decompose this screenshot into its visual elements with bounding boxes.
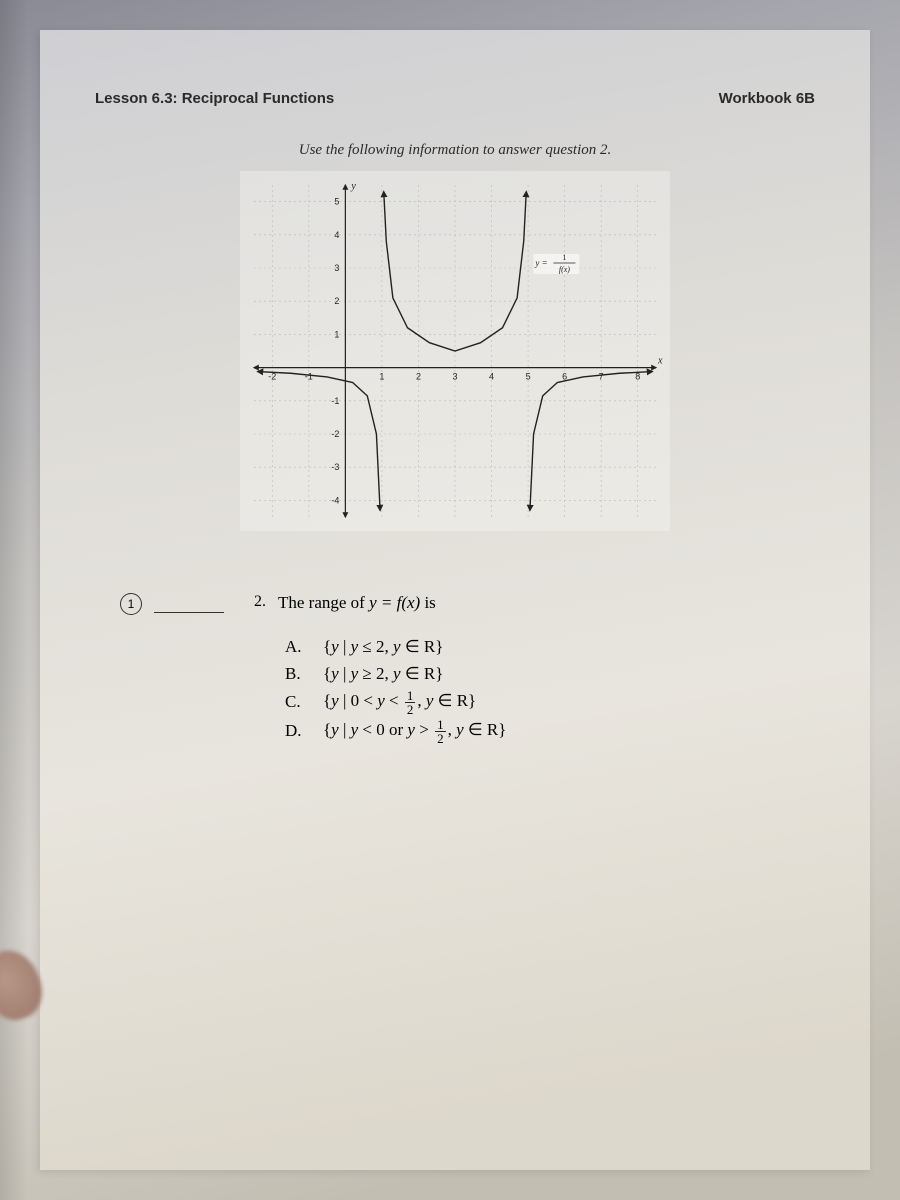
svg-text:2: 2 [416, 372, 421, 382]
choice-label: B. [285, 660, 307, 687]
choice-d: D. {y | y < 0 or y > 12, y ∈ R} [285, 716, 815, 745]
difficulty-number: 1 [128, 597, 135, 611]
svg-text:1: 1 [334, 329, 339, 339]
svg-text:5: 5 [334, 197, 339, 207]
instruction-text: Use the following information to answer … [240, 142, 670, 159]
svg-text:1: 1 [562, 253, 566, 262]
choice-text: {y | y ≤ 2, y ∈ R} [323, 633, 443, 660]
workbook-label: Workbook 6B [719, 90, 815, 107]
page-header: Lesson 6.3: Reciprocal Functions Workboo… [95, 90, 815, 107]
stem-suffix: is [420, 593, 436, 612]
svg-text:-1: -1 [305, 372, 313, 382]
choice-a: A. {y | y ≤ 2, y ∈ R} [285, 633, 815, 660]
svg-text:y =: y = [534, 258, 547, 268]
svg-text:2: 2 [334, 296, 339, 306]
svg-text:f(x): f(x) [559, 265, 570, 274]
svg-text:4: 4 [489, 372, 494, 382]
svg-text:y: y [350, 181, 356, 192]
choice-c: C. {y | 0 < y < 12, y ∈ R} [285, 687, 815, 716]
lesson-title: Lesson 6.3: Reciprocal Functions [95, 90, 334, 107]
choice-text: {y | y < 0 or y > 12, y ∈ R} [323, 716, 506, 745]
svg-text:4: 4 [334, 230, 339, 240]
choice-label: C. [285, 688, 307, 715]
answer-choices: A. {y | y ≤ 2, y ∈ R} B. {y | y ≥ 2, y ∈… [285, 633, 815, 745]
svg-text:3: 3 [334, 263, 339, 273]
graph-container: -2-112345678-4-3-2-112345xyy =1f(x) [240, 171, 670, 531]
svg-text:-1: -1 [331, 396, 339, 406]
svg-text:-2: -2 [331, 429, 339, 439]
difficulty-circle: 1 [120, 593, 142, 615]
answer-blank-line [154, 595, 224, 613]
question-number: 2. [254, 593, 266, 611]
choice-text: {y | y ≥ 2, y ∈ R} [323, 660, 443, 687]
choice-label: A. [285, 633, 307, 660]
workbook-page: Lesson 6.3: Reciprocal Functions Workboo… [40, 30, 870, 1170]
stem-prefix: The range of [278, 593, 369, 612]
question-row: 1 2. The range of y = f(x) is [120, 591, 815, 615]
svg-text:-4: -4 [331, 495, 339, 505]
svg-text:x: x [657, 356, 663, 367]
svg-text:1: 1 [379, 372, 384, 382]
svg-text:-3: -3 [331, 462, 339, 472]
stem-math: y = f(x) [369, 593, 420, 612]
svg-text:7: 7 [599, 372, 604, 382]
question-stem: The range of y = f(x) is [278, 593, 436, 613]
reciprocal-graph: -2-112345678-4-3-2-112345xyy =1f(x) [240, 171, 670, 531]
choice-text: {y | 0 < y < 12, y ∈ R} [323, 687, 476, 716]
svg-text:5: 5 [526, 372, 531, 382]
info-box: Use the following information to answer … [95, 142, 815, 581]
choice-b: B. {y | y ≥ 2, y ∈ R} [285, 660, 815, 687]
svg-text:3: 3 [452, 372, 457, 382]
choice-label: D. [285, 717, 307, 744]
